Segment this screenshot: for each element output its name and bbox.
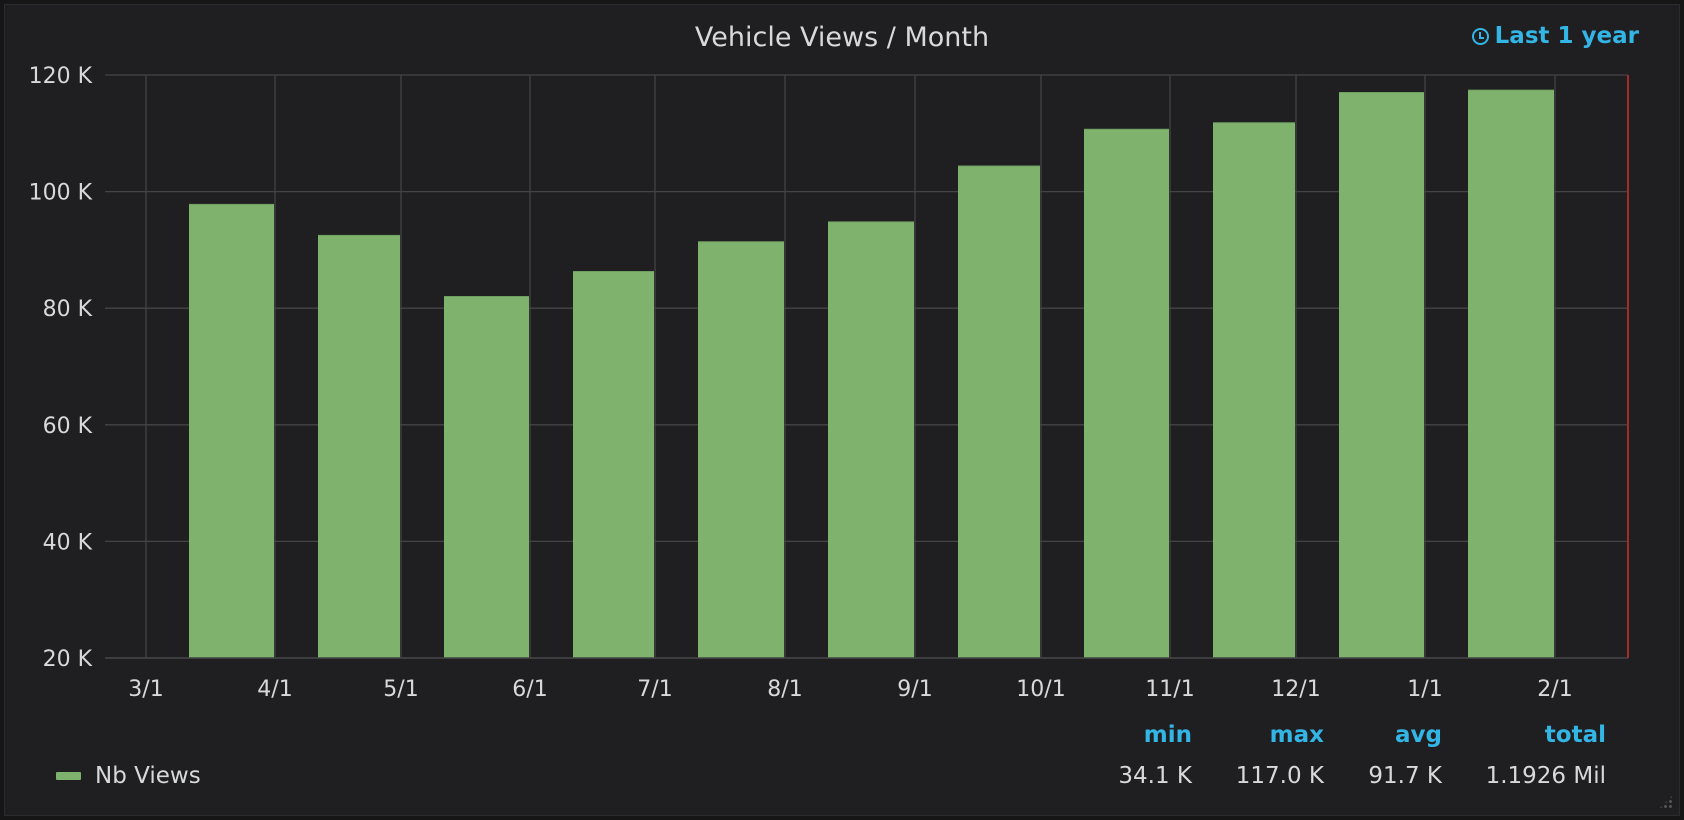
x-tick-label: 6/1 bbox=[512, 677, 547, 702]
series-color-swatch[interactable] bbox=[56, 772, 81, 780]
x-tick-label: 5/1 bbox=[383, 677, 418, 702]
x-tick-label: 3/1 bbox=[128, 677, 163, 702]
x-tick-label: 4/1 bbox=[257, 677, 292, 702]
time-range-label: Last 1 year bbox=[1494, 23, 1639, 49]
x-tick-label: 10/1 bbox=[1016, 677, 1065, 702]
bar bbox=[1213, 122, 1295, 658]
y-tick-label: 120 K bbox=[29, 64, 93, 89]
bar bbox=[444, 296, 529, 658]
x-tick-label: 1/1 bbox=[1407, 677, 1442, 702]
bar bbox=[189, 204, 274, 658]
bar bbox=[1339, 92, 1424, 659]
legend-header-max[interactable]: max bbox=[1269, 722, 1324, 748]
x-tick-label: 12/1 bbox=[1271, 677, 1320, 702]
legend-header-min[interactable]: min bbox=[1143, 722, 1192, 748]
x-tick-label: 2/1 bbox=[1537, 677, 1572, 702]
y-tick-label: 20 K bbox=[43, 647, 93, 672]
panel-title[interactable]: Vehicle Views / Month bbox=[694, 22, 990, 53]
bar bbox=[828, 221, 914, 658]
legend-value-max: 117.0 K bbox=[1235, 763, 1324, 789]
legend-value-avg: 91.7 K bbox=[1368, 763, 1442, 789]
x-tick-label: 9/1 bbox=[897, 677, 932, 702]
y-tick-label: 100 K bbox=[29, 181, 93, 206]
bar bbox=[1468, 90, 1554, 658]
clock-icon bbox=[1471, 27, 1489, 45]
legend-series-nb-views[interactable]: Nb Views bbox=[56, 763, 201, 789]
y-tick-label: 60 K bbox=[43, 414, 93, 439]
legend-value-min: 34.1 K bbox=[1118, 763, 1192, 789]
legend-header-avg[interactable]: avg bbox=[1395, 722, 1442, 748]
legend-header-total[interactable]: total bbox=[1544, 722, 1606, 748]
bar bbox=[1084, 129, 1169, 658]
bar bbox=[573, 271, 654, 658]
bar bbox=[318, 235, 400, 658]
bar bbox=[958, 165, 1040, 658]
x-tick-label: 8/1 bbox=[767, 677, 802, 702]
y-tick-label: 40 K bbox=[43, 530, 93, 555]
legend-series-label: Nb Views bbox=[95, 763, 201, 789]
x-tick-label: 7/1 bbox=[637, 677, 672, 702]
bar bbox=[698, 241, 784, 658]
time-range-info[interactable]: Last 1 year bbox=[1471, 23, 1639, 49]
legend-value-total: 1.1926 Mil bbox=[1485, 763, 1606, 789]
y-tick-label: 80 K bbox=[43, 297, 93, 322]
x-tick-label: 11/1 bbox=[1145, 677, 1194, 702]
